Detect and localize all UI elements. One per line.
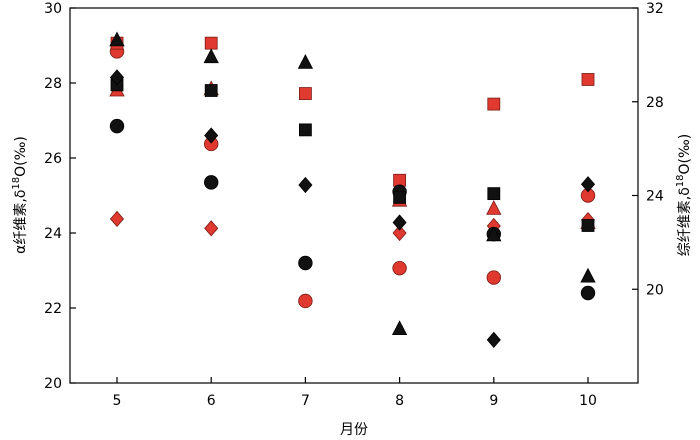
point-red-square-month-8	[393, 173, 407, 187]
point-black-circle-month-7	[298, 255, 313, 271]
right-y-tick-label: 20	[646, 282, 664, 298]
x-tick-label: 5	[113, 393, 122, 409]
point-red-square-month-6	[204, 36, 218, 50]
point-red-diamond-month-8	[392, 224, 407, 242]
plot-frame	[69, 7, 639, 384]
point-black-diamond-month-5	[109, 69, 125, 86]
left-y-tick-label: 22	[44, 301, 62, 317]
x-tick-label: 10	[579, 393, 597, 409]
point-black-triangle-month-8	[391, 320, 408, 336]
left-y-axis-title-text: α纤维素,δ18O(‰)	[11, 136, 29, 254]
left-y-tick-label: 30	[44, 1, 62, 17]
right-y-axis-title-text: 综纤维素,δ18O(‰)	[675, 134, 693, 256]
right-y-tick-label: 32	[646, 1, 664, 17]
left-y-tick-label: 24	[44, 226, 62, 242]
axes: 20 22 24 26 28 30 20 24 28 32 5 6 7 8 9 10	[44, 1, 664, 409]
x-tick-label: 6	[207, 393, 216, 409]
data-points	[109, 31, 596, 348]
point-black-diamond-month-7	[298, 176, 313, 194]
point-black-diamond-month-9	[486, 331, 501, 348]
point-red-square-month-7	[298, 87, 312, 100]
x-tick-label: 9	[489, 393, 498, 409]
point-black-triangle-month-7	[297, 54, 314, 69]
axis-labels: 月份 α纤维素,δ18O(‰) 综纤维素,δ18O(‰)	[11, 134, 693, 438]
point-black-diamond-month-8	[392, 214, 407, 231]
point-black-triangle-month-9	[486, 226, 502, 242]
x-tick-label: 8	[395, 393, 404, 409]
point-black-square-month-8	[393, 190, 407, 204]
point-red-square-month-9	[487, 97, 501, 111]
point-red-circle-month-8	[392, 260, 407, 276]
point-black-square-month-10	[581, 219, 595, 232]
point-black-square-month-7	[298, 123, 312, 137]
point-black-diamond-month-6	[204, 127, 219, 144]
point-black-triangle-month-6	[203, 48, 219, 64]
point-black-circle-month-6	[203, 175, 219, 190]
point-black-square-month-6	[204, 84, 218, 97]
point-black-circle-month-10	[580, 285, 596, 301]
point-red-square-month-10	[581, 73, 595, 86]
point-red-diamond-month-6	[204, 220, 219, 237]
point-red-triangle-month-9	[486, 200, 502, 215]
point-black-triangle-month-5	[109, 31, 125, 47]
right-y-axis-title: 综纤维素,δ18O(‰)	[675, 134, 693, 256]
point-red-diamond-month-5	[109, 210, 125, 228]
point-red-circle-month-7	[298, 293, 313, 309]
left-y-axis-title: α纤维素,δ18O(‰)	[11, 136, 29, 254]
x-tick-label: 7	[301, 393, 310, 409]
point-black-square-month-9	[487, 187, 501, 201]
left-y-tick-label: 28	[44, 76, 62, 92]
left-y-tick-label: 26	[44, 151, 62, 167]
x-axis-title: 月份	[340, 422, 368, 438]
right-y-tick-label: 24	[646, 189, 664, 205]
right-y-tick-label: 28	[646, 95, 664, 111]
point-red-circle-month-9	[486, 270, 502, 285]
point-black-circle-month-5	[109, 118, 125, 134]
point-black-diamond-month-10	[580, 176, 596, 193]
point-black-triangle-month-10	[580, 267, 596, 283]
left-y-tick-label: 20	[44, 376, 62, 392]
